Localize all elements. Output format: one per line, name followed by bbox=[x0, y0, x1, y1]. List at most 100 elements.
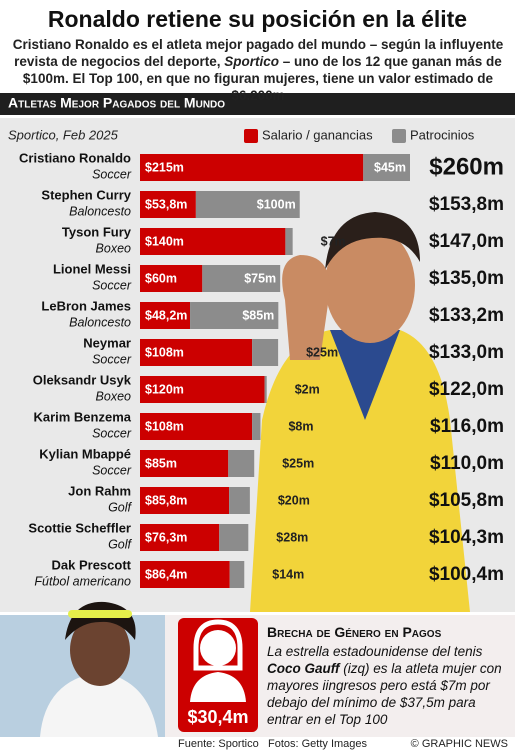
bar-label: $8m bbox=[288, 419, 313, 433]
bar-segment bbox=[202, 265, 281, 292]
athlete-sport: Boxeo bbox=[96, 389, 131, 403]
total-label: $133,2m bbox=[429, 305, 504, 326]
footer-credit: © GRAPHIC NEWS bbox=[411, 738, 508, 750]
footer-source: Fuente: Sportico bbox=[178, 738, 259, 750]
footer-photos: Fotos: Getty Images bbox=[268, 738, 368, 750]
total-label: $104,3m bbox=[429, 527, 504, 548]
bar-label: $45m bbox=[374, 160, 406, 174]
gauff-earnings: $30,4m bbox=[187, 707, 248, 727]
bar-segment bbox=[285, 228, 293, 255]
bar-segment bbox=[228, 450, 255, 477]
bar-segment bbox=[140, 154, 364, 181]
bar-segment bbox=[229, 487, 250, 514]
bar-segment bbox=[140, 191, 196, 218]
bar-segment bbox=[140, 524, 220, 551]
total-label: $105,8m bbox=[429, 490, 504, 511]
athlete-sport: Soccer bbox=[92, 426, 132, 440]
bar-label: $76,3m bbox=[145, 530, 187, 544]
total-label: $122,0m bbox=[429, 379, 504, 400]
total-label: $260m bbox=[429, 153, 504, 180]
bar-label: $85m bbox=[145, 456, 177, 470]
bar-segment bbox=[252, 413, 261, 440]
total-label: $116,0m bbox=[430, 416, 504, 437]
bar-segment bbox=[140, 302, 191, 329]
gap-text-part: La estrella estadounidense del tenis bbox=[267, 644, 483, 659]
athlete-sport: Baloncesto bbox=[69, 204, 131, 218]
bar-label: $25m bbox=[282, 456, 314, 470]
bar-segment bbox=[195, 191, 300, 218]
section-title: Atletas Mejor Pagados del Mundo bbox=[8, 95, 225, 111]
total-label: $110,0m bbox=[430, 453, 504, 474]
subtitle-text: Cristiano Ronaldo es el atleta mejor pag… bbox=[12, 37, 504, 69]
bar-segment bbox=[190, 302, 279, 329]
bar-label: $60m bbox=[145, 271, 177, 285]
woman-icon bbox=[178, 618, 258, 732]
athlete-name: Oleksandr Usyk bbox=[33, 372, 132, 387]
athlete-name: Tyson Fury bbox=[62, 224, 132, 239]
athlete-name: Dak Prescott bbox=[52, 557, 132, 572]
legend-label: Patrocinios bbox=[410, 127, 475, 142]
athlete-name: Lionel Messi bbox=[53, 261, 131, 276]
title: Ronaldo retiene su posición en la élite bbox=[47, 6, 468, 32]
bar-label: $7m bbox=[321, 234, 346, 248]
bar-segment bbox=[363, 154, 410, 181]
total-label: $153,8m bbox=[429, 194, 504, 215]
bar-label: $108m bbox=[145, 419, 184, 433]
athlete-name: Karim Benzema bbox=[33, 409, 131, 424]
bar-segment bbox=[140, 450, 229, 477]
athlete-sport: Golf bbox=[108, 500, 132, 514]
bar-label: $25m bbox=[306, 345, 338, 359]
bar-label: $108m bbox=[145, 345, 184, 359]
athlete-sport: Soccer bbox=[92, 167, 132, 181]
total-label: $100,4m bbox=[429, 564, 504, 585]
athlete-sport: Soccer bbox=[92, 463, 132, 477]
bar-label: $85m bbox=[242, 308, 274, 322]
bar-label: $86,4m bbox=[145, 567, 187, 581]
legend-swatch bbox=[392, 129, 406, 143]
athlete-sport: Baloncesto bbox=[69, 315, 131, 329]
bar-segment bbox=[140, 228, 286, 255]
gap-box: Brecha de Género en Pagos La estrella es… bbox=[267, 624, 507, 728]
bar-label: $85,8m bbox=[145, 493, 187, 507]
bar-label: $120m bbox=[145, 382, 184, 396]
athlete-name: Cristiano Ronaldo bbox=[19, 150, 131, 165]
athlete-name: LeBron James bbox=[41, 298, 131, 313]
bar-segment bbox=[140, 265, 203, 292]
total-label: $135,0m bbox=[429, 268, 504, 289]
athlete-name: Kylian Mbappé bbox=[39, 446, 131, 461]
legend-swatch bbox=[244, 129, 258, 143]
subtitle-text: – uno de los 12 que ganan más de $100m. … bbox=[22, 54, 502, 103]
athlete-name: Stephen Curry bbox=[41, 187, 131, 202]
athlete-sport: Golf bbox=[108, 537, 132, 551]
bar-segment bbox=[140, 339, 253, 366]
gap-text-emphasis: Coco Gauff bbox=[267, 661, 340, 676]
athlete-name: Scottie Scheffler bbox=[28, 520, 131, 535]
bar-segment bbox=[219, 524, 249, 551]
bar-label: $2m bbox=[295, 382, 320, 396]
bar-label: $48,2m bbox=[145, 308, 187, 322]
gap-heading: Brecha de Género en Pagos bbox=[267, 624, 442, 640]
bar-segment bbox=[140, 413, 253, 440]
bar-segment bbox=[140, 376, 265, 403]
subtitle-emphasis: Sportico bbox=[224, 54, 279, 69]
legend-label: Salario / ganancias bbox=[262, 127, 373, 142]
bar-label: $53,8m bbox=[145, 197, 187, 211]
gauff-photo bbox=[0, 601, 165, 737]
total-label: $133,0m bbox=[429, 342, 504, 363]
subtitle: Cristiano Ronaldo es el atleta mejor pag… bbox=[8, 36, 508, 104]
bar-segment bbox=[140, 561, 230, 588]
bar-label: $100m bbox=[257, 197, 296, 211]
athlete-sport: Soccer bbox=[92, 278, 132, 292]
gap-text-part: (izq) es la atleta mujer con mayores iin… bbox=[267, 661, 502, 727]
bar-label: $14m bbox=[272, 567, 304, 581]
bar-label: $75m bbox=[244, 271, 276, 285]
athlete-sport: Boxeo bbox=[96, 241, 131, 255]
bar-segment bbox=[229, 561, 245, 588]
bar-label: $20m bbox=[278, 493, 310, 507]
athlete-name: Neymar bbox=[83, 335, 131, 350]
bar-label: $215m bbox=[145, 160, 184, 174]
athlete-sport: Fútbol americano bbox=[34, 574, 131, 588]
bar-segment bbox=[252, 339, 279, 366]
